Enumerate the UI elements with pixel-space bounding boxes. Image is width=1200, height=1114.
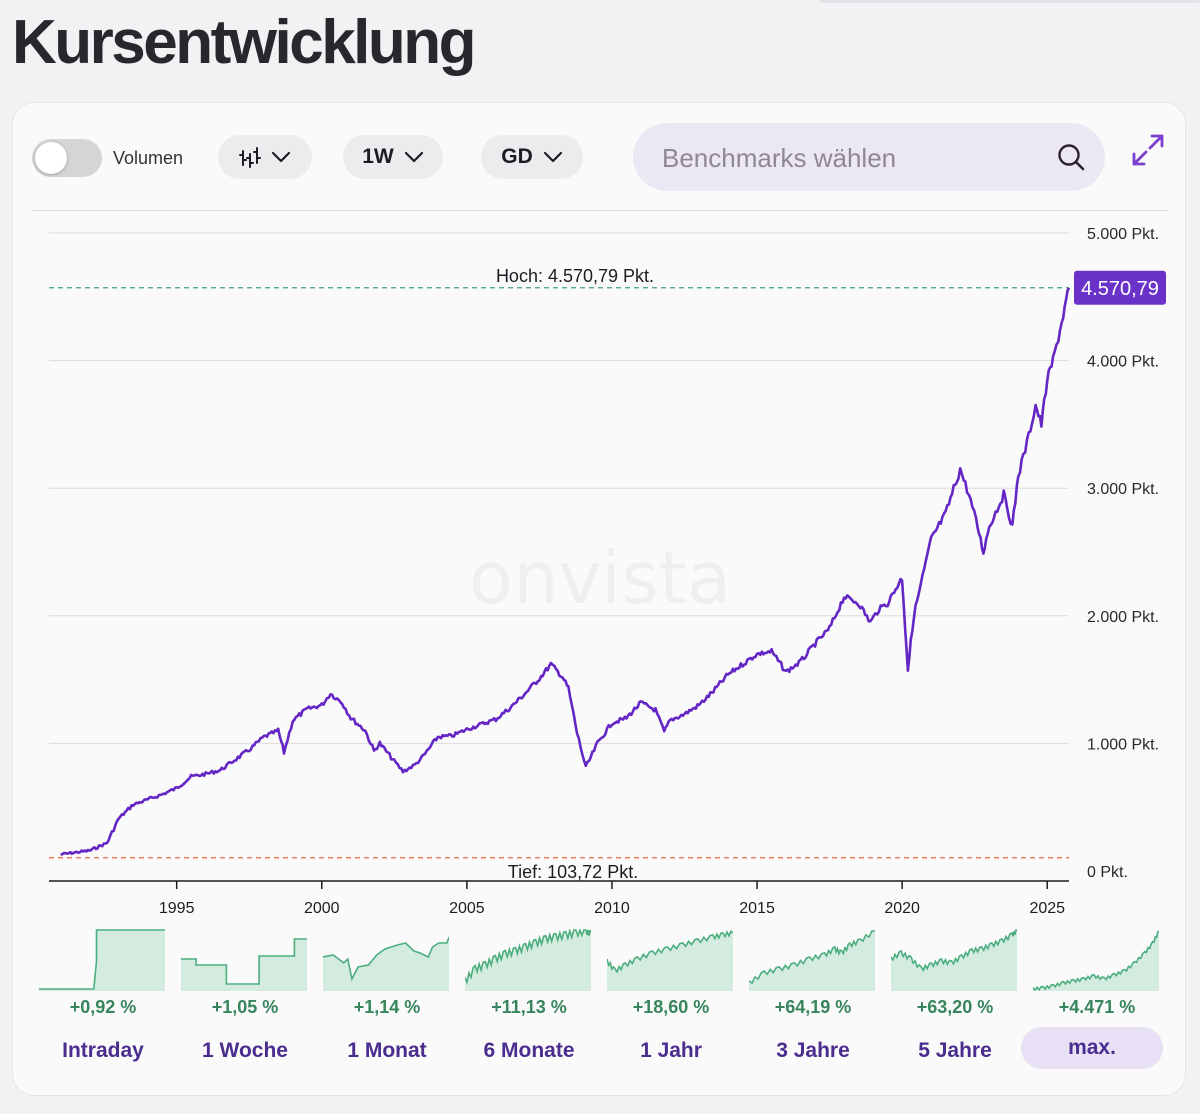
range-label: 3 Jahre <box>776 1039 850 1062</box>
range-label: 1 Jahr <box>640 1039 702 1062</box>
candlestick-chart-icon <box>239 147 261 168</box>
sparkline-line <box>39 929 165 990</box>
range-intraday[interactable]: +0,92 % Intraday <box>33 929 165 1079</box>
chart-axes: 5.000 Pkt. 4.000 Pkt. 3.000 Pkt. 2.000 Pkt.… <box>49 226 1159 917</box>
range-change: +63,20 % <box>916 997 994 1017</box>
range-sparkline <box>749 930 875 991</box>
range-change: +1,14 % <box>353 997 421 1017</box>
range-sparkline <box>607 929 733 991</box>
range-1-jahr[interactable]: +18,60 % 1 Jahr <box>601 929 733 1079</box>
interval-dropdown[interactable]: 1W <box>343 135 443 179</box>
sparkline-area <box>39 930 165 991</box>
x-tick-label: 2020 <box>884 900 920 917</box>
series-layer <box>60 287 1071 856</box>
range-label: 5 Jahre <box>918 1039 992 1062</box>
range-sparkline <box>323 936 449 991</box>
range-change: +4.471 % <box>1058 997 1136 1017</box>
page-title: Kursentwicklung <box>12 8 477 77</box>
chart-type-dropdown[interactable] <box>218 135 312 179</box>
last-value-text: 4.570,79 <box>1081 278 1159 300</box>
sparkline-line <box>181 938 307 985</box>
sparkline-line <box>891 929 1017 973</box>
last-value-badge-bg <box>1074 270 1166 305</box>
range-1-monat[interactable]: +1,14 % 1 Monat <box>317 929 449 1079</box>
x-tick-label: 2005 <box>449 900 485 917</box>
range-5-jahre[interactable]: +63,20 % 5 Jahre <box>885 929 1017 1079</box>
x-tick-label: 2015 <box>739 900 775 917</box>
high-label: Hoch: 4.570,79 Pkt. <box>496 266 654 286</box>
expand-icon[interactable] <box>1131 133 1165 167</box>
range-label: Intraday <box>62 1039 144 1062</box>
range-change: +1,05 % <box>211 997 279 1017</box>
range-sparkline <box>1033 930 1159 991</box>
x-tick-label: 1995 <box>159 900 195 917</box>
chevron-down-icon <box>543 151 562 163</box>
indicator-dropdown[interactable]: GD <box>481 135 583 179</box>
toggle-knob <box>35 142 67 174</box>
range-label: 1 Monat <box>347 1039 427 1062</box>
sparkline-area <box>323 937 449 991</box>
range-label: 1 Woche <box>202 1039 288 1062</box>
range-change: +11,13 % <box>491 997 567 1017</box>
price-line <box>60 287 1071 856</box>
sparkline-line <box>1033 930 1159 991</box>
reference-lines <box>49 287 1069 859</box>
range-3-jahre[interactable]: +64,19 % 3 Jahre <box>743 929 875 1079</box>
interval-value: 1W <box>362 145 394 168</box>
x-tick-label: 2000 <box>304 900 340 917</box>
y-tick-label: 0 Pkt. <box>1087 864 1128 881</box>
y-tick-label: 4.000 Pkt. <box>1087 354 1159 371</box>
y-tick-label: 3.000 Pkt. <box>1087 481 1159 498</box>
chevron-down-icon <box>271 151 291 163</box>
benchmark-search-input[interactable]: Benchmarks wählen <box>633 123 1105 191</box>
sparkline-line <box>607 929 733 974</box>
range-change: +0,92 % <box>69 997 137 1017</box>
y-tick-label: 5.000 Pkt. <box>1087 226 1159 243</box>
chart-grid <box>49 232 1069 744</box>
range-sparkline <box>465 929 591 991</box>
sparkline-area <box>607 931 733 991</box>
y-tick-label: 2.000 Pkt. <box>1087 609 1159 626</box>
sparkline-line <box>465 929 591 985</box>
volume-label: Volumen <box>113 148 184 168</box>
x-tick-label: 2025 <box>1029 900 1065 917</box>
search-placeholder: Benchmarks wählen <box>662 143 897 173</box>
price-chart[interactable]: onvista 5.000 Pkt. 4.000 Pkt. 3.000 Pkt. 2.… <box>13 103 1187 923</box>
range-max[interactable]: +4.471 % max. <box>1021 929 1163 1079</box>
sparkline-area <box>891 930 1017 991</box>
sparkline-line <box>323 936 449 982</box>
last-value-badge: 4.570,79 <box>1074 270 1166 305</box>
x-tick-label: 2010 <box>594 900 630 917</box>
toolbar-divider <box>32 210 1168 211</box>
sparkline-area <box>749 930 875 991</box>
range-label: max. <box>1021 1027 1163 1069</box>
range-change: +64,19 % <box>774 997 852 1017</box>
y-tick-label: 1.000 Pkt. <box>1087 736 1159 753</box>
range-sparkline <box>39 929 165 991</box>
range-change: +18,60 % <box>632 997 710 1017</box>
top-divider <box>820 0 1200 3</box>
range-1-woche[interactable]: +1,05 % 1 Woche <box>175 929 307 1079</box>
search-icon[interactable] <box>1057 143 1085 171</box>
time-range-selector: +0,92 % Intraday +1,05 % 1 Woche +1,14 % 1 Mo… <box>33 929 1173 1079</box>
range-6-monate[interactable]: +11,13 % 6 Monate <box>459 929 591 1079</box>
sparkline-area <box>1033 931 1159 991</box>
range-sparkline <box>181 938 307 991</box>
sparkline-area <box>181 939 307 991</box>
range-sparkline <box>891 929 1017 991</box>
sparkline-line <box>749 930 875 985</box>
sparkline-area <box>465 930 591 991</box>
volume-toggle[interactable] <box>32 139 102 177</box>
low-label: Tief: 103,72 Pkt. <box>508 862 638 882</box>
indicator-value: GD <box>501 145 533 168</box>
range-label: 6 Monate <box>483 1039 575 1062</box>
chevron-down-icon <box>404 151 423 163</box>
chart-labels: Hoch: 4.570,79 Pkt. Tief: 103,72 Pkt. 4.57… <box>496 266 1166 882</box>
onvista-watermark: onvista <box>469 536 731 620</box>
chart-card: Volumen 1W GD Benchmarks wählen <box>12 102 1186 1096</box>
